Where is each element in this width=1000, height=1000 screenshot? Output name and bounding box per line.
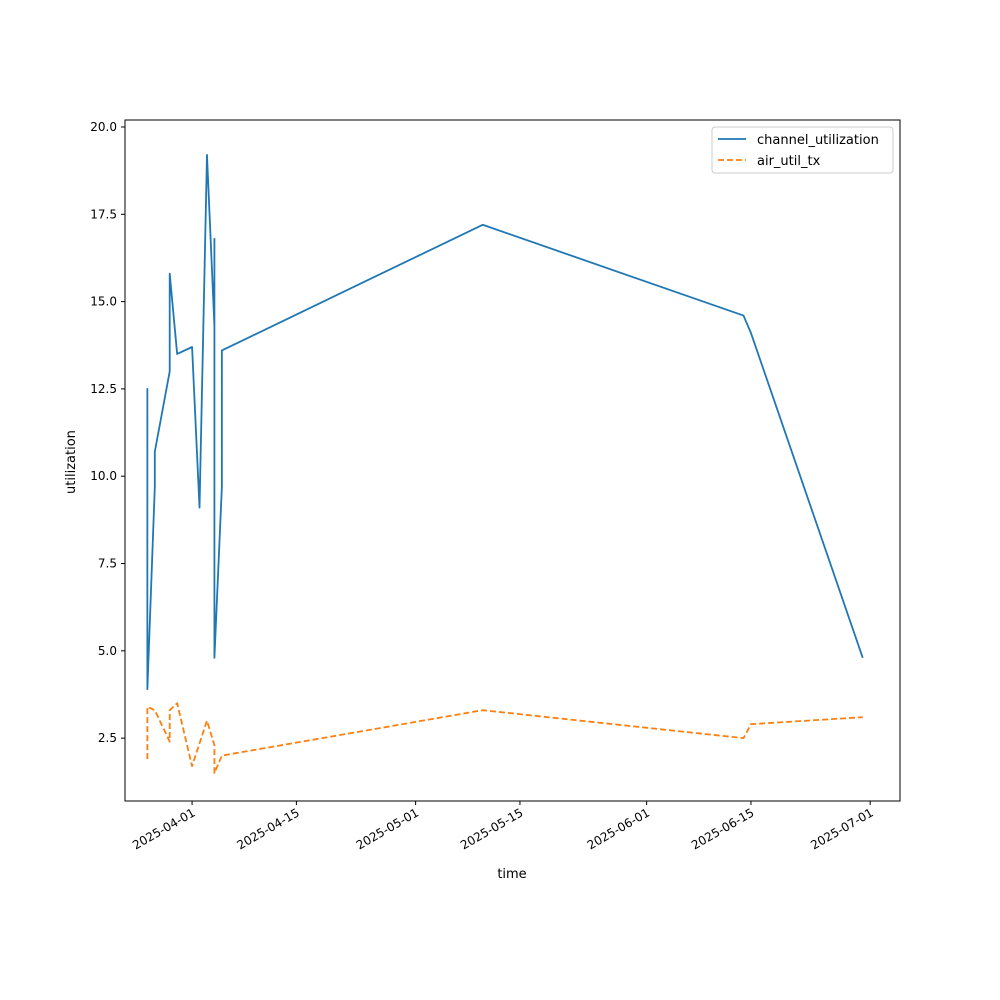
series-line-channel-utilization	[146, 154, 864, 691]
legend-label-air-util-tx: air_util_tx	[757, 154, 821, 169]
x-tick-label: 2025-05-01	[354, 805, 421, 852]
x-tick-label: 2025-04-01	[130, 805, 197, 852]
x-tick-label: 2025-07-01	[808, 805, 875, 852]
y-tick-label: 7.5	[98, 557, 117, 571]
legend: channel_utilization air_util_tx	[711, 126, 894, 174]
series-line-air-util-tx	[146, 702, 863, 774]
plot-frame	[124, 119, 901, 802]
y-axis-label: utilization	[64, 430, 79, 494]
x-tick-label: 2025-05-15	[458, 805, 525, 852]
plot-area	[146, 154, 864, 774]
legend-box	[711, 126, 894, 174]
y-tick-label: 12.5	[90, 382, 117, 396]
x-axis-label: time	[497, 867, 526, 882]
y-tick-label: 17.5	[90, 207, 117, 221]
y-tick-label: 20.0	[90, 120, 117, 134]
legend-label-channel-utilization: channel_utilization	[757, 133, 879, 148]
x-tick-label: 2025-06-15	[689, 805, 756, 852]
y-tick-label: 15.0	[90, 295, 117, 309]
y-tick-label: 2.5	[98, 731, 117, 745]
y-tick-label: 10.0	[90, 469, 117, 483]
x-tick-label: 2025-06-01	[585, 805, 652, 852]
x-tick-label: 2025-04-15	[234, 805, 301, 852]
y-tick-label: 5.0	[98, 644, 117, 658]
